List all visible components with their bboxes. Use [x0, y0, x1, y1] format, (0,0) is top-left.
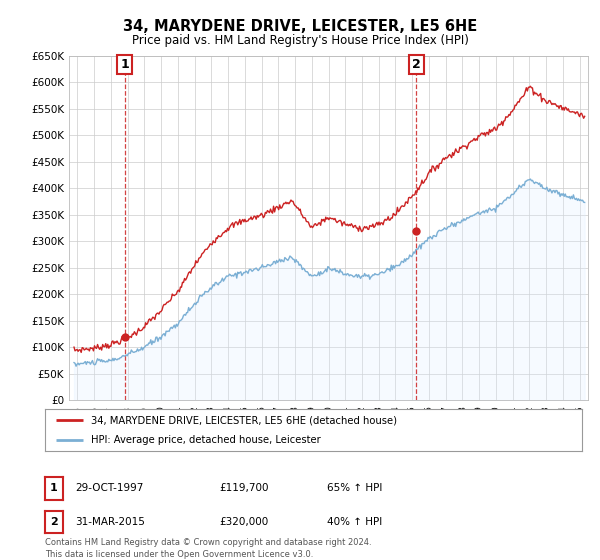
Text: 34, MARYDENE DRIVE, LEICESTER, LE5 6HE (detached house): 34, MARYDENE DRIVE, LEICESTER, LE5 6HE (… — [91, 415, 397, 425]
Text: 1: 1 — [121, 58, 129, 71]
Text: £320,000: £320,000 — [219, 517, 268, 527]
Text: 29-OCT-1997: 29-OCT-1997 — [75, 483, 143, 493]
Text: £119,700: £119,700 — [219, 483, 269, 493]
Text: 2: 2 — [50, 517, 58, 527]
Text: 2: 2 — [412, 58, 421, 71]
Text: Price paid vs. HM Land Registry's House Price Index (HPI): Price paid vs. HM Land Registry's House … — [131, 34, 469, 47]
Text: 31-MAR-2015: 31-MAR-2015 — [75, 517, 145, 527]
Text: 1: 1 — [50, 483, 58, 493]
Text: Contains HM Land Registry data © Crown copyright and database right 2024.
This d: Contains HM Land Registry data © Crown c… — [45, 538, 371, 559]
Text: 40% ↑ HPI: 40% ↑ HPI — [327, 517, 382, 527]
Text: HPI: Average price, detached house, Leicester: HPI: Average price, detached house, Leic… — [91, 435, 320, 445]
Text: 34, MARYDENE DRIVE, LEICESTER, LE5 6HE: 34, MARYDENE DRIVE, LEICESTER, LE5 6HE — [123, 19, 477, 34]
Text: 65% ↑ HPI: 65% ↑ HPI — [327, 483, 382, 493]
